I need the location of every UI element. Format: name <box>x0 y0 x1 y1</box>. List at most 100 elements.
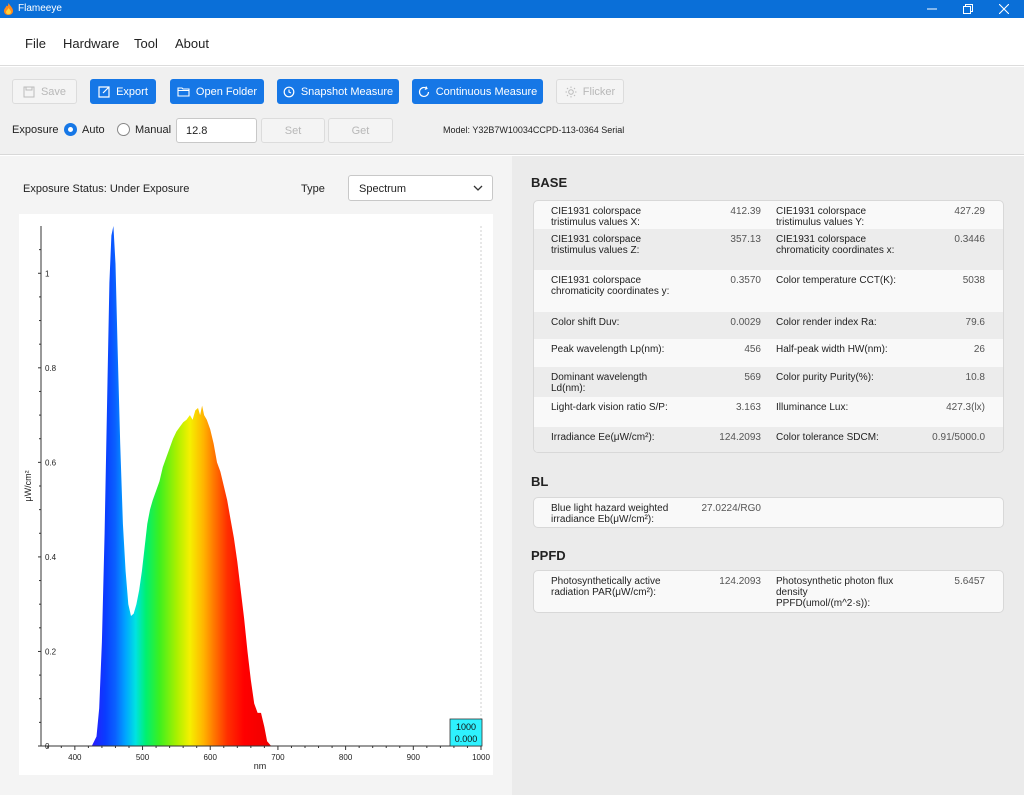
result-row: Blue light hazard weighted irradiance Eb… <box>534 498 1003 527</box>
result-label: Photosynthetic photon flux density PPFD(… <box>776 576 894 609</box>
x-tick-label: 400 <box>68 753 82 762</box>
y-tick-label: 0.4 <box>45 553 57 562</box>
result-label: Photosynthetically active radiation PAR(… <box>551 576 661 598</box>
result-label: Half-peak width HW(nm): <box>776 344 888 355</box>
title-bar: Flameeye <box>0 0 1024 18</box>
get-button[interactable]: Get <box>328 118 393 143</box>
menu-bar: File Hardware Tool About <box>0 18 1024 66</box>
open-folder-button[interactable]: Open Folder <box>170 79 264 104</box>
bl-section-title: BL <box>531 474 549 489</box>
save-label: Save <box>40 85 67 98</box>
result-value: 427.3(lx) <box>946 402 985 413</box>
cursor-readout-y: 0.000 <box>455 734 478 744</box>
result-row: Irradiance Ee(μW/cm²): 124.2093 Color tole… <box>534 427 1003 452</box>
snapshot-label: Snapshot Measure <box>300 85 394 98</box>
save-button[interactable]: Save <box>12 79 77 104</box>
result-row: Light-dark vision ratio S/P: 3.163 Illumin… <box>534 397 1003 427</box>
close-icon <box>999 4 1009 14</box>
result-label: Dominant wavelength Ld(nm): <box>551 372 648 394</box>
exposure-manual-radio[interactable] <box>117 123 130 136</box>
type-select-value: Spectrum <box>359 183 407 195</box>
x-tick-label: 700 <box>271 753 285 762</box>
spectrum-chart-svg: 400 500 600 700 800 900 1000 0 0.2 0.4 0.6 0.8 1 nm μW… <box>23 226 490 771</box>
snapshot-measure-button[interactable]: Snapshot Measure <box>277 79 399 104</box>
chevron-down-icon <box>473 185 483 191</box>
result-label: Color tolerance SDCM: <box>776 432 879 443</box>
exposure-status: Exposure Status: Under Exposure <box>23 183 190 195</box>
result-value: 79.6 <box>965 317 985 328</box>
x-tick-label: 900 <box>407 753 421 762</box>
exposure-time-input[interactable] <box>176 118 257 143</box>
spectrum-area <box>91 226 272 746</box>
flicker-button[interactable]: Flicker <box>556 79 624 104</box>
folder-icon <box>177 87 190 97</box>
result-row: Color shift Duv: 0.0029 Color render index… <box>534 312 1003 339</box>
exposure-auto-label: Auto <box>82 124 105 136</box>
x-tick-label: 600 <box>204 753 218 762</box>
results-panel: BASE CIE1931 colorspace tristimulus valu… <box>512 156 1024 795</box>
x-tick-label: 800 <box>339 753 353 762</box>
result-label: CIE1931 colorspace tristimulus values Y: <box>776 206 867 228</box>
window-title: Flameeye <box>18 3 62 14</box>
set-button[interactable]: Set <box>261 118 325 143</box>
type-select[interactable]: Spectrum <box>348 175 493 201</box>
restore-icon <box>963 4 973 14</box>
close-button[interactable] <box>986 0 1022 18</box>
continuous-measure-button[interactable]: Continuous Measure <box>412 79 543 104</box>
result-value: 27.0224/RG0 <box>701 503 762 514</box>
result-value: 0.91/5000.0 <box>932 432 985 443</box>
export-icon <box>98 85 110 98</box>
result-value: 3.163 <box>735 402 761 413</box>
y-tick-label: 0.2 <box>45 647 57 656</box>
y-tick-label: 0.6 <box>45 458 57 467</box>
bl-results-card: Blue light hazard weighted irradiance Eb… <box>533 497 1004 528</box>
menu-tool[interactable]: Tool <box>134 36 158 51</box>
exposure-auto-radio[interactable] <box>64 123 77 136</box>
export-button[interactable]: Export <box>90 79 156 104</box>
flame-icon <box>4 3 13 15</box>
result-label: CIE1931 colorspace tristimulus values Z: <box>551 234 642 256</box>
device-model-text: Model: Y32B7W10034CCPD-113-0364 Serial <box>443 125 625 135</box>
result-label: Irradiance Ee(μW/cm²): <box>551 432 655 443</box>
minimize-button[interactable] <box>914 0 950 18</box>
continuous-label: Continuous Measure <box>435 85 538 98</box>
refresh-icon <box>418 85 429 97</box>
type-label: Type <box>301 183 325 195</box>
result-value: 412.39 <box>730 206 761 217</box>
result-row: Peak wavelength Lp(nm): 456 Half-peak widt… <box>534 339 1003 367</box>
base-results-card: CIE1931 colorspace tristimulus values X:… <box>533 200 1004 453</box>
y-tick-label: 0.8 <box>45 364 57 373</box>
result-value: 10.8 <box>965 372 985 383</box>
result-label: Illuminance Lux: <box>776 402 849 413</box>
menu-about[interactable]: About <box>175 36 209 51</box>
result-value: 456 <box>744 344 761 355</box>
sun-icon <box>565 86 577 97</box>
menu-hardware[interactable]: Hardware <box>63 36 120 51</box>
set-label: Set <box>284 124 302 137</box>
result-label: Color purity Purity(%): <box>776 372 874 383</box>
spectrum-panel: Exposure Status: Under Exposure Type Spe… <box>0 156 512 795</box>
result-label: CIE1931 colorspace chromaticity coordina… <box>551 275 670 297</box>
menu-file[interactable]: File <box>25 36 46 51</box>
result-row: Dominant wavelength Ld(nm): 569 Color puri… <box>534 367 1003 397</box>
result-row: CIE1931 colorspace tristimulus values Z:… <box>534 229 1003 270</box>
result-value: 427.29 <box>954 206 985 217</box>
x-tick-label: 1000 <box>472 753 490 762</box>
result-value: 5038 <box>962 275 985 286</box>
exposure-manual-label: Manual <box>135 124 172 136</box>
result-value: 124.2093 <box>719 432 761 443</box>
restore-button[interactable] <box>950 0 986 18</box>
minimize-icon <box>927 8 937 10</box>
y-tick-label: 1 <box>45 269 50 278</box>
result-value: 0.0029 <box>730 317 761 328</box>
result-label: Color temperature CCT(K): <box>776 275 897 286</box>
spectrum-chart[interactable]: 400 500 600 700 800 900 1000 0 0.2 0.4 0.6 0.8 1 nm μW… <box>19 214 493 775</box>
result-value: 569 <box>744 372 761 383</box>
result-row: Photosynthetically active radiation PAR(… <box>534 571 1003 612</box>
result-label: Blue light hazard weighted irradiance Eb… <box>551 503 669 525</box>
save-icon <box>23 86 35 97</box>
base-section-title: BASE <box>531 175 568 190</box>
result-value: 5.6457 <box>954 576 985 587</box>
result-row: CIE1931 colorspace chromaticity coordina… <box>534 270 1003 312</box>
result-row: CIE1931 colorspace tristimulus values X:… <box>534 201 1003 229</box>
